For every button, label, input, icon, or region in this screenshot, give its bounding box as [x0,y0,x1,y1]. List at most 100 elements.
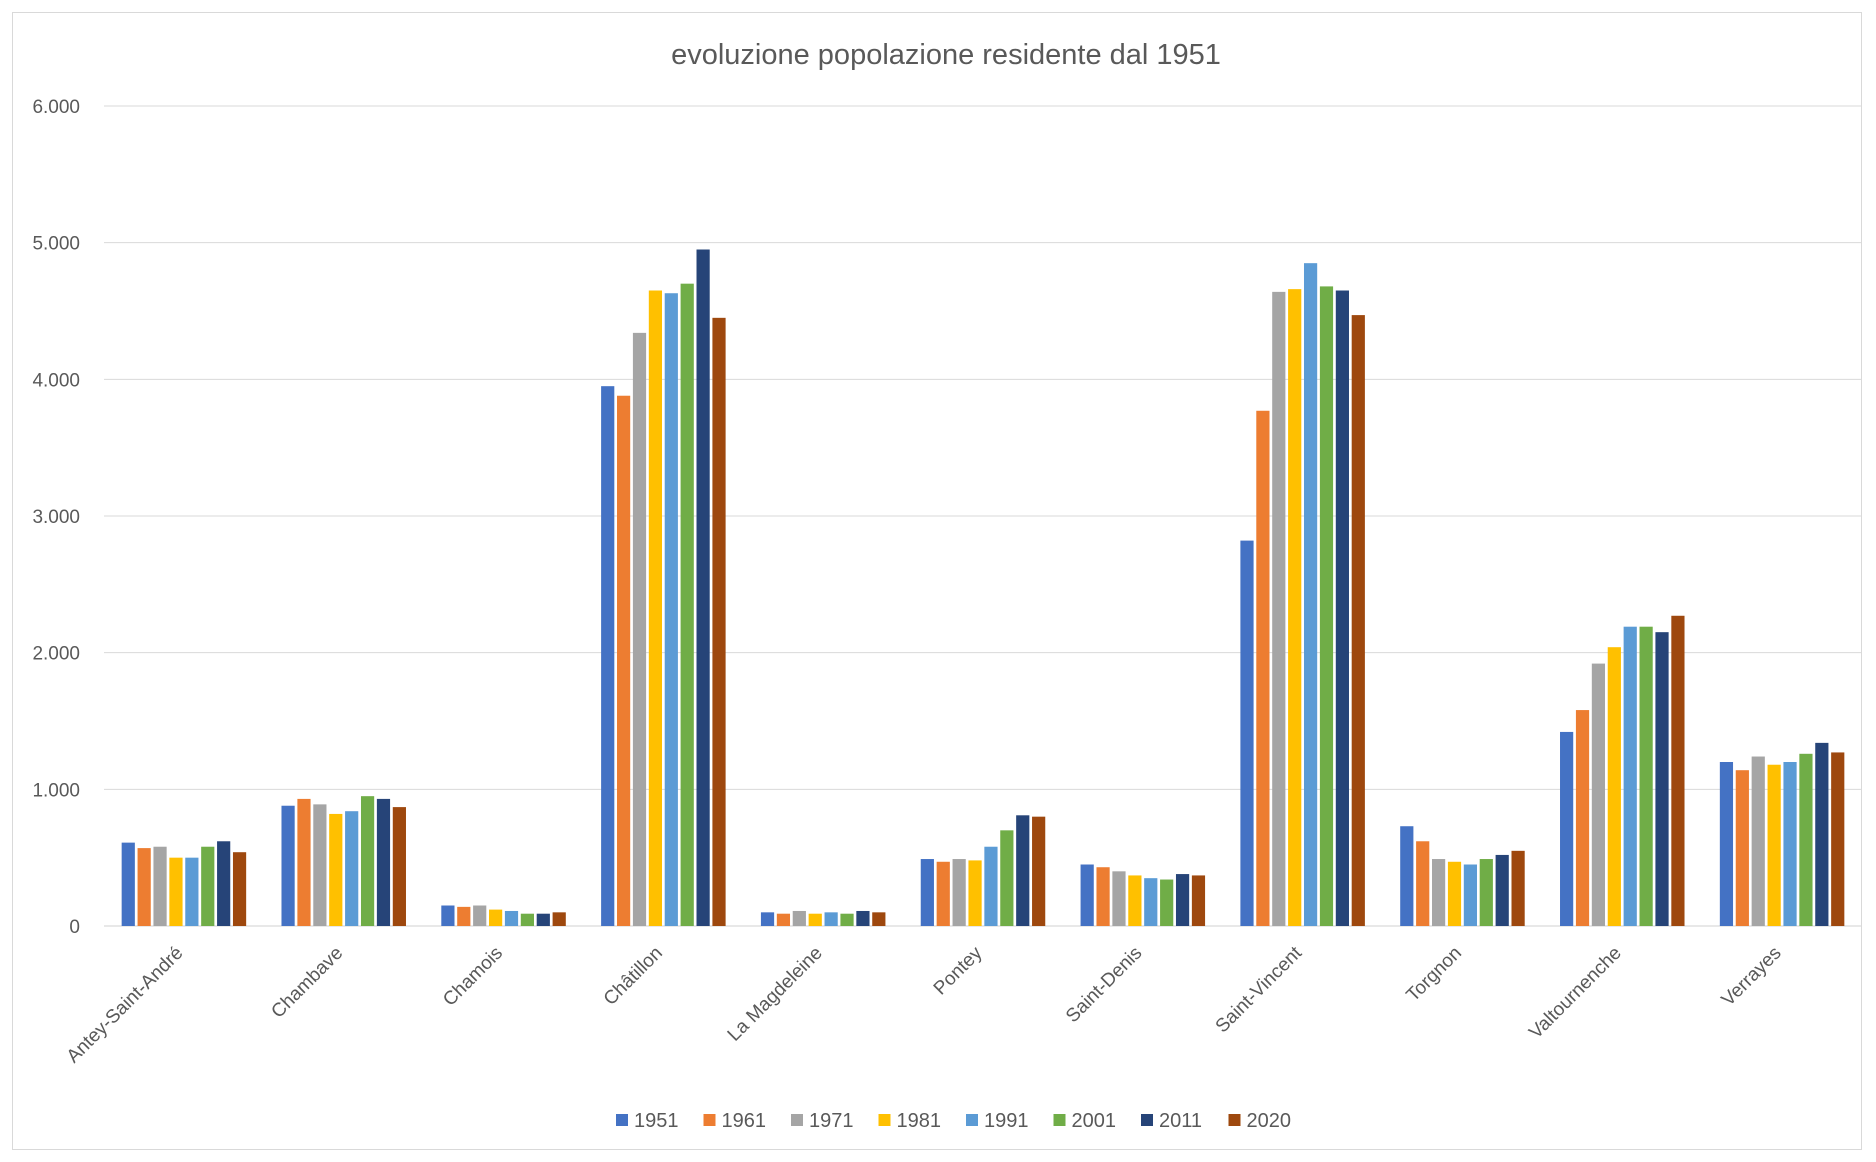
bar [1144,878,1158,926]
bar [1272,291,1286,926]
x-tick-label: Saint-Denis [1062,943,1146,1027]
legend: 1951 1961 1971 1981 1991 2001 2011 2020 [616,1110,1291,1132]
legend-label: 2020 [1247,1110,1292,1132]
bar [297,798,311,926]
legend-label: 1951 [634,1110,679,1132]
bar [345,811,359,926]
legend-label: 1991 [984,1110,1029,1132]
bar [872,912,886,926]
bar [1511,850,1525,926]
x-tick-label: Valtournenche [1525,943,1625,1043]
bar [632,332,647,926]
bar [1112,871,1126,926]
bar [1400,826,1414,926]
legend-label: 1961 [722,1110,767,1132]
y-tick-label: 0 [69,917,80,938]
chart-title: evoluzione popolazione residente dal 195… [671,39,1221,71]
bar [329,813,343,926]
x-tick-label: La Magdeleine [724,943,827,1046]
bar [1623,626,1637,926]
bar [1831,752,1845,926]
bar [1495,854,1509,926]
y-axis-tick-labels: 0 1.000 2.000 3.000 4.000 5.000 6.000 [32,97,80,938]
bar [185,857,199,926]
bar [169,857,183,926]
y-tick-label: 4.000 [32,370,80,391]
x-tick-label: Antey-Saint-André [63,943,188,1068]
bar [1463,864,1477,926]
bar [648,290,663,926]
bar [313,804,327,926]
bar [856,910,870,926]
bar [536,913,550,926]
bar [776,913,791,926]
bar [601,386,615,926]
bar [1735,770,1749,926]
bar [1256,410,1270,926]
legend-swatch [966,1114,978,1126]
bar [936,861,950,926]
bar [1080,864,1094,926]
y-tick-label: 1.000 [32,780,80,801]
bar [1288,289,1302,926]
bar [1719,762,1734,926]
legend-swatch [878,1114,891,1126]
bar [1191,875,1206,926]
bar [920,859,934,926]
bar [520,913,534,926]
legend-swatch [616,1114,628,1126]
bar [360,796,375,926]
legend-swatch [1141,1114,1153,1126]
bar [1160,879,1174,926]
bar [232,852,247,926]
bar [392,807,406,926]
legend-label: 1971 [809,1110,854,1132]
legend-label: 1981 [897,1110,942,1132]
x-tick-label: Chamois [439,943,507,1011]
bar [153,846,167,926]
bar [489,909,503,926]
bar [1096,867,1110,926]
bar [1767,764,1781,926]
bar [840,913,854,926]
bar [1000,830,1014,926]
bar [664,293,678,927]
bar [457,906,471,926]
bar [1128,875,1142,926]
bar [1799,753,1813,926]
bar [1607,647,1621,926]
bar [1639,626,1653,926]
x-tick-label: Verrayes [1718,943,1786,1011]
bar [137,848,151,926]
x-tick-label: Châtillon [600,943,667,1010]
bar [473,905,487,926]
bar [617,395,631,927]
legend-swatch [703,1114,716,1126]
bar [792,910,806,926]
bar [1319,286,1334,926]
bar [696,249,710,926]
bar [1416,841,1430,926]
bar [1751,756,1765,926]
bar [712,317,726,927]
legend-swatch [791,1114,803,1126]
legend-swatch [1053,1114,1066,1126]
bar [1032,816,1046,926]
bar [808,913,822,926]
chart-area [12,12,1862,1150]
bar [376,798,391,926]
bar [1560,731,1574,926]
bar [824,912,838,926]
bar [1303,263,1318,926]
bar [1175,874,1190,926]
y-tick-label: 6.000 [32,97,80,118]
bar [968,860,982,926]
x-tick-label: Saint-Vincent [1212,942,1307,1037]
bar [1447,861,1462,926]
bar [1335,290,1349,926]
legend-swatch [1228,1114,1241,1126]
bar [680,283,694,926]
bar [1591,663,1606,926]
bars [121,249,1845,927]
